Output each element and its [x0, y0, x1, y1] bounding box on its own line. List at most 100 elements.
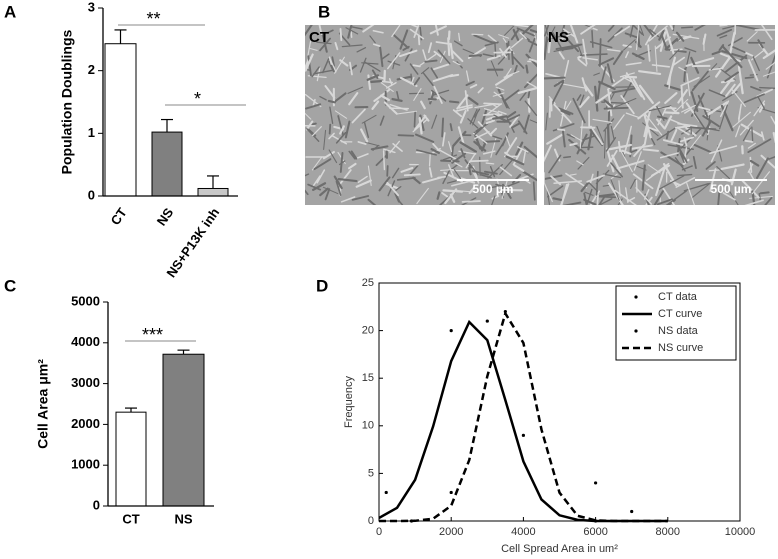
cell	[759, 191, 770, 195]
cell	[544, 25, 550, 37]
cell	[485, 113, 503, 121]
cell	[328, 56, 333, 65]
cell	[737, 103, 742, 120]
cell	[492, 92, 505, 97]
y-tick-label: 3000	[71, 375, 100, 390]
cell	[590, 125, 604, 145]
cell	[742, 127, 751, 142]
cell	[708, 169, 720, 172]
cell	[719, 25, 728, 27]
cell	[311, 175, 321, 188]
cell	[448, 141, 453, 152]
y-tick-label: 20	[362, 325, 374, 337]
bar	[115, 411, 147, 507]
cell	[396, 177, 416, 181]
cell	[442, 154, 458, 161]
cell	[485, 185, 500, 189]
cell	[680, 26, 694, 29]
cell	[665, 130, 670, 140]
cell	[326, 29, 334, 34]
cell	[341, 44, 363, 48]
cell	[584, 191, 594, 196]
cell	[743, 93, 765, 104]
cell	[580, 181, 590, 193]
cell	[472, 109, 479, 126]
cell	[544, 76, 566, 80]
cell	[493, 114, 505, 122]
cell	[486, 54, 501, 61]
x-tick-label: NS	[154, 205, 177, 229]
cell	[757, 39, 764, 49]
cell	[705, 161, 716, 170]
cell	[410, 25, 418, 28]
cell	[770, 116, 775, 126]
bar	[104, 43, 137, 197]
cell	[607, 182, 624, 205]
cell	[334, 56, 345, 74]
cell	[577, 156, 590, 170]
cell	[383, 101, 398, 115]
cell	[632, 78, 646, 101]
cell	[630, 178, 636, 189]
cell	[653, 190, 664, 205]
cell	[675, 31, 685, 42]
cell	[311, 66, 320, 78]
cell	[650, 138, 656, 146]
cell	[489, 41, 499, 44]
cell	[622, 76, 634, 83]
cell	[369, 79, 383, 84]
cell	[356, 47, 367, 53]
bar	[162, 353, 205, 507]
cell	[433, 85, 443, 104]
cell	[386, 82, 397, 89]
image-label: NS	[548, 29, 569, 46]
cell	[683, 182, 710, 192]
cell	[350, 26, 363, 30]
cell	[499, 166, 513, 177]
cell	[498, 34, 510, 39]
cell	[606, 63, 614, 84]
cell	[456, 94, 469, 110]
cell	[547, 32, 571, 41]
cell	[569, 173, 577, 176]
cell	[391, 97, 403, 102]
cell	[719, 52, 742, 63]
cell	[669, 48, 680, 60]
cell	[348, 150, 356, 160]
cell	[339, 125, 345, 135]
cell	[719, 104, 728, 130]
cell	[721, 45, 743, 69]
cell	[762, 71, 775, 77]
cell	[583, 198, 600, 205]
cell	[380, 82, 394, 92]
legend-label: CT curve	[658, 308, 702, 320]
cell	[378, 176, 391, 192]
cell	[413, 111, 416, 128]
cell	[596, 195, 617, 199]
y-tick-label: 15	[362, 372, 374, 384]
cell	[552, 123, 575, 132]
cell	[380, 53, 390, 61]
cell	[676, 173, 693, 177]
cell	[485, 119, 495, 125]
cell	[492, 135, 503, 140]
cell	[660, 34, 668, 51]
cell	[697, 94, 709, 118]
x-tick-label: 4000	[511, 526, 535, 538]
cell	[332, 92, 347, 104]
cell	[760, 154, 775, 169]
cell	[527, 95, 531, 113]
significance: *	[194, 89, 201, 109]
cell	[662, 139, 684, 146]
cell	[420, 67, 430, 75]
cell	[442, 189, 464, 193]
cell	[577, 58, 587, 67]
cell	[493, 91, 502, 99]
cell	[678, 66, 686, 72]
cell	[480, 174, 492, 179]
cell	[613, 114, 625, 130]
cell	[725, 83, 736, 97]
cell	[664, 111, 680, 115]
cell	[603, 130, 606, 159]
cell	[367, 74, 372, 90]
